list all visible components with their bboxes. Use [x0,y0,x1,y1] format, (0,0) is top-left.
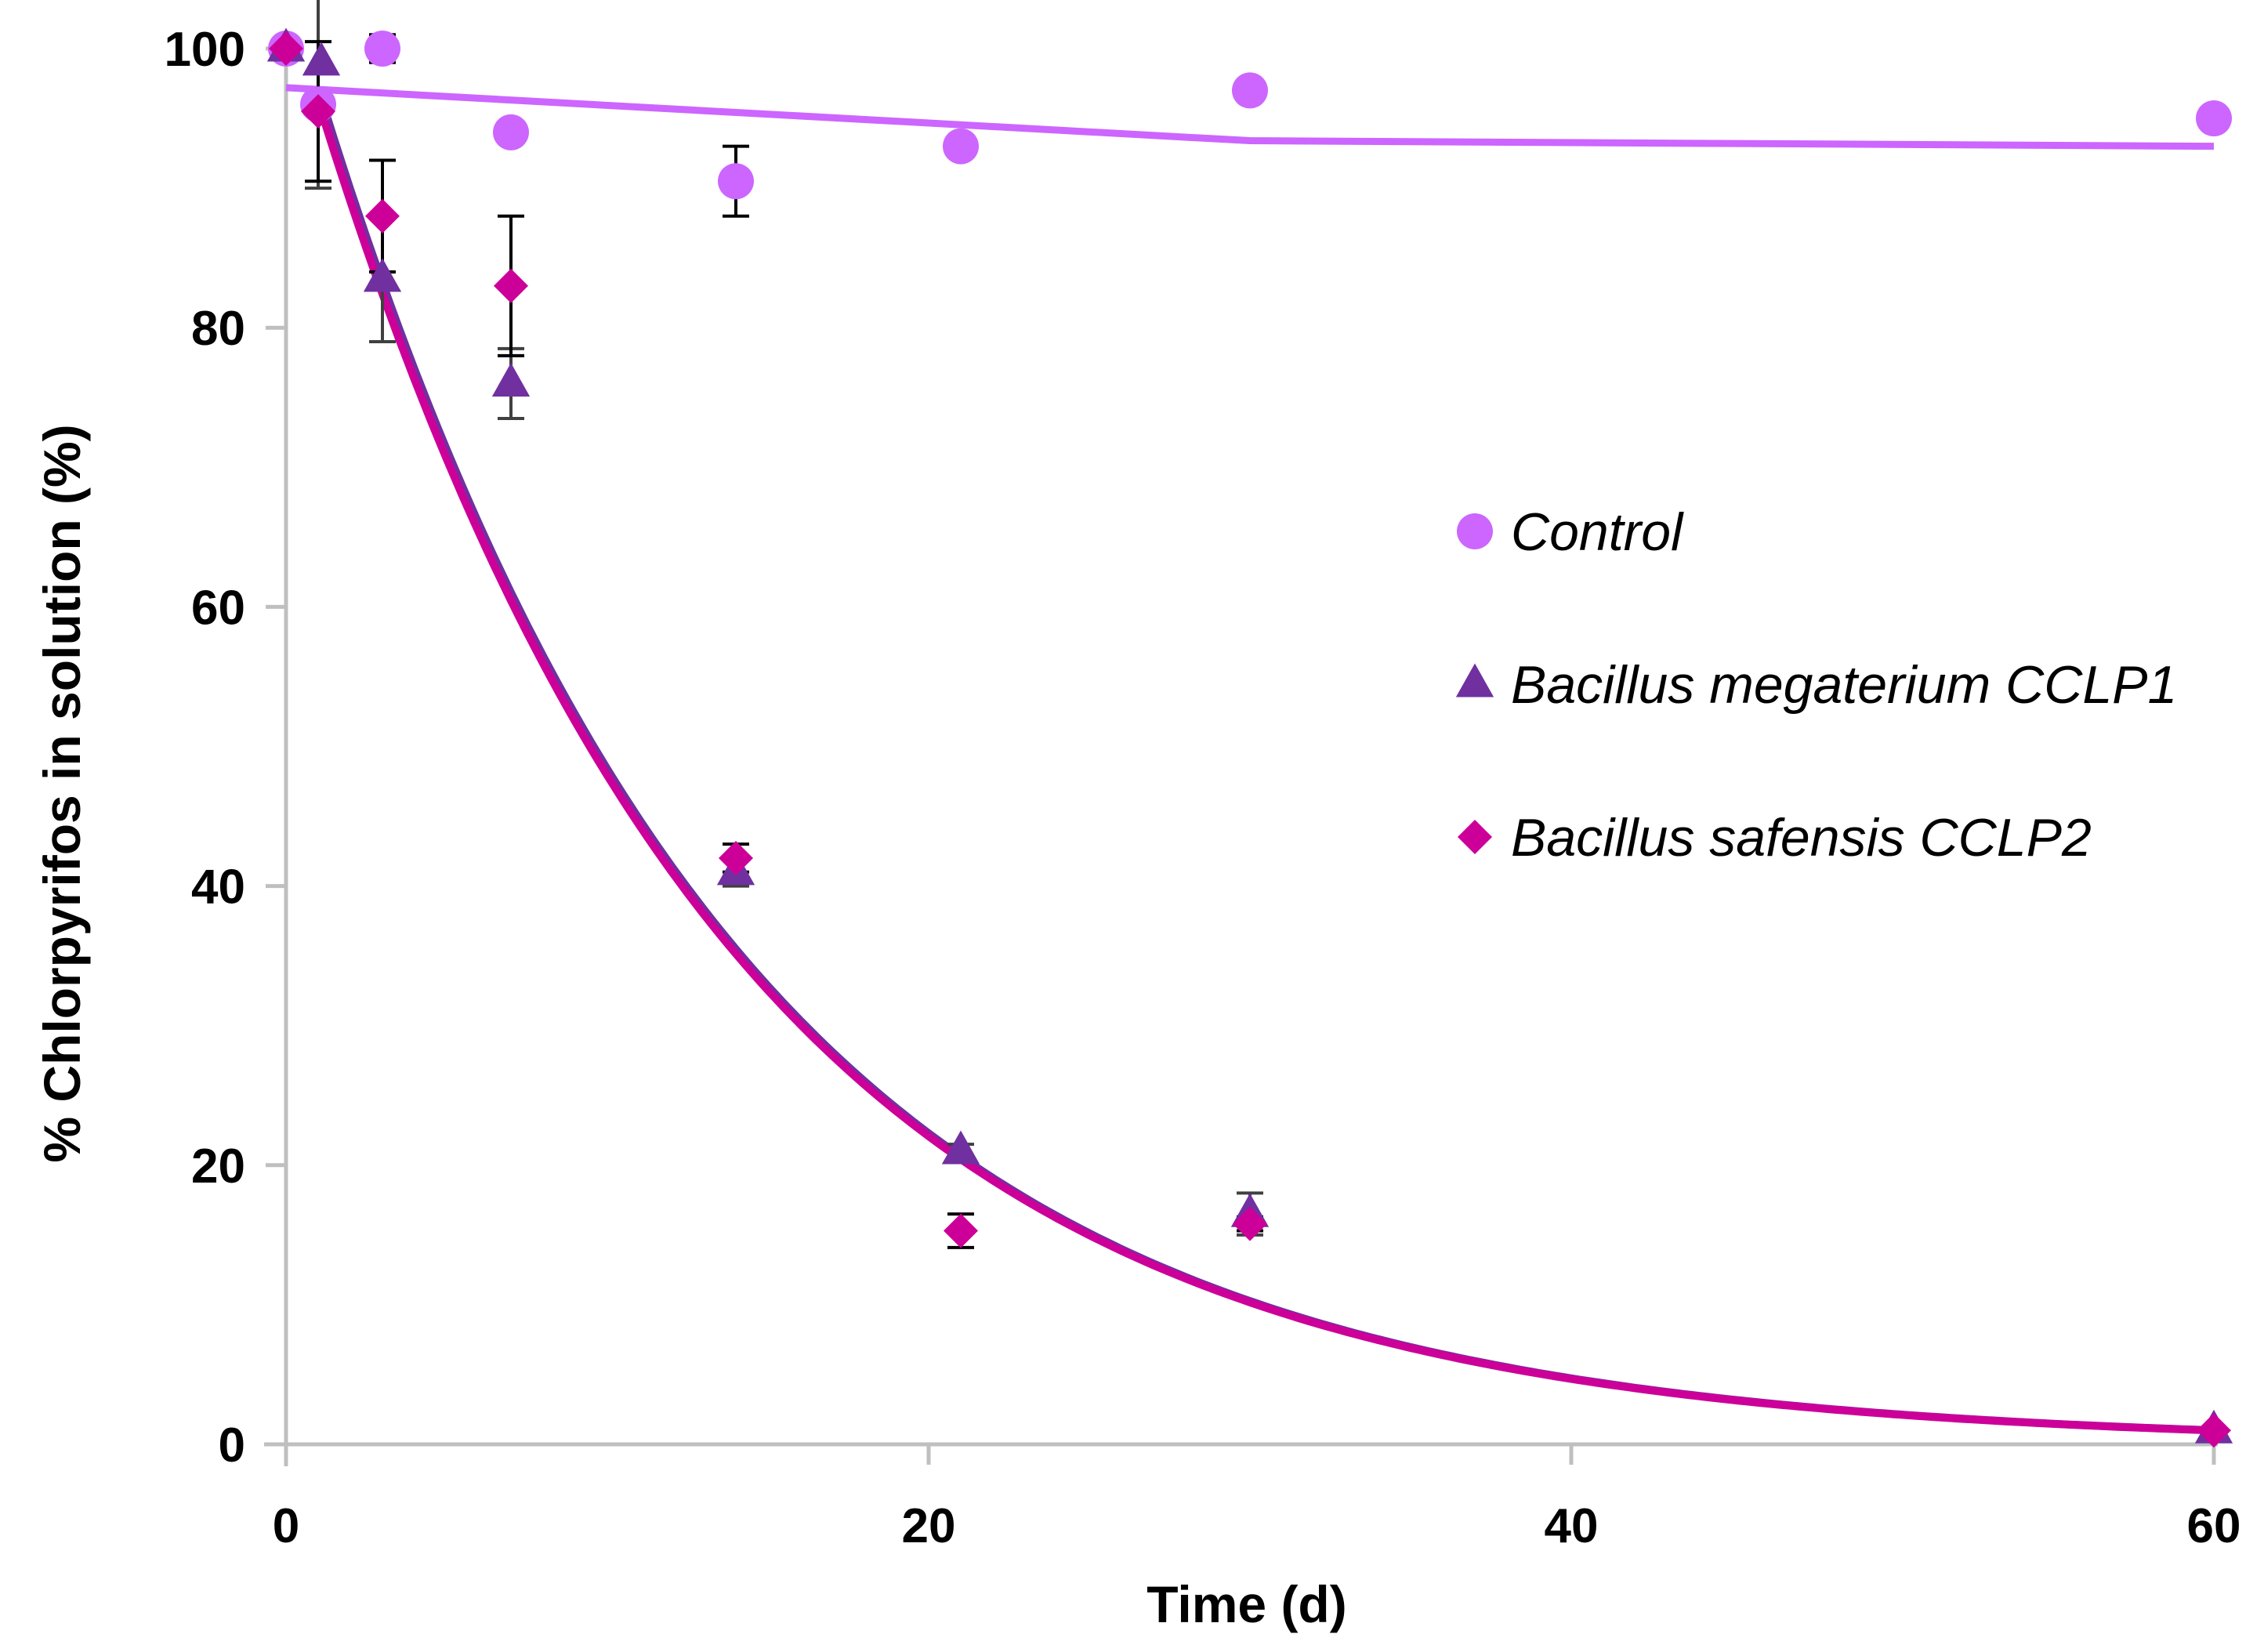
legend-item-megaterium: Bacillus megaterium CCLP1 [1455,655,2177,715]
legend-marker-safensis [1458,820,1492,854]
data-point-safensis [944,1213,978,1248]
data-point-control [943,128,979,165]
data-point-control [718,163,754,200]
data-point-control [493,114,529,150]
x-tick-label: 60 [2187,1499,2241,1553]
fit-curve-megaterium [314,86,2215,1435]
fit-curves [285,84,2215,1435]
data-point-megaterium [363,258,402,292]
axes: 0 20 40 60 80 100 0 20 40 60 [165,23,2241,1553]
y-tick-label: 20 [191,1139,245,1194]
y-tick-label: 0 [219,1418,245,1473]
fit-curve-control [285,84,2215,150]
x-axis-title: Time (d) [1146,1575,1346,1633]
data-points [266,27,2233,1448]
legend-item-control: Control [1457,502,1684,562]
data-point-megaterium [491,362,531,397]
data-point-safensis [269,31,303,66]
y-tick-label: 60 [191,581,245,635]
data-point-safensis [2197,1413,2231,1448]
legend-item-safensis: Bacillus safensis CCLP2 [1458,808,2092,868]
y-tick-label: 40 [191,860,245,915]
x-tick-label: 40 [1545,1499,1599,1553]
data-point-control [2196,100,2232,137]
data-point-safensis [365,198,400,234]
y-tick-label: 80 [191,302,245,356]
legend-symbol-safensis [1458,820,1492,854]
legend-marker-megaterium [1455,663,1494,697]
error-bars [305,0,1263,1249]
x-tick-label: 0 [273,1499,299,1553]
axis-ticks: 0 20 40 60 80 100 0 20 40 60 [165,23,2241,1553]
legend-label-megaterium: Bacillus megaterium CCLP1 [1511,655,2177,715]
legend-symbol-megaterium [1455,663,1494,697]
x-tick-label: 20 [902,1499,956,1553]
data-point-safensis [301,94,335,129]
data-point-control [364,31,400,67]
legend-symbol-control [1457,513,1493,549]
data-point-megaterium [941,1130,980,1165]
data-point-safensis [1233,1206,1267,1241]
data-point-safensis [494,268,528,303]
data-point-control [1232,72,1268,109]
data-point-safensis [719,840,753,875]
legend: Control Bacillus megaterium CCLP1 Bacill… [1455,502,2177,868]
y-axis-title: % Chlorpyrifos in solution (%) [33,424,91,1162]
legend-marker-control [1457,513,1493,549]
legend-label-control: Control [1511,502,1684,562]
fit-curve-safensis [314,100,2215,1435]
data-point-megaterium [302,42,341,76]
y-tick-label: 100 [165,23,245,77]
legend-label-safensis: Bacillus safensis CCLP2 [1511,808,2092,868]
